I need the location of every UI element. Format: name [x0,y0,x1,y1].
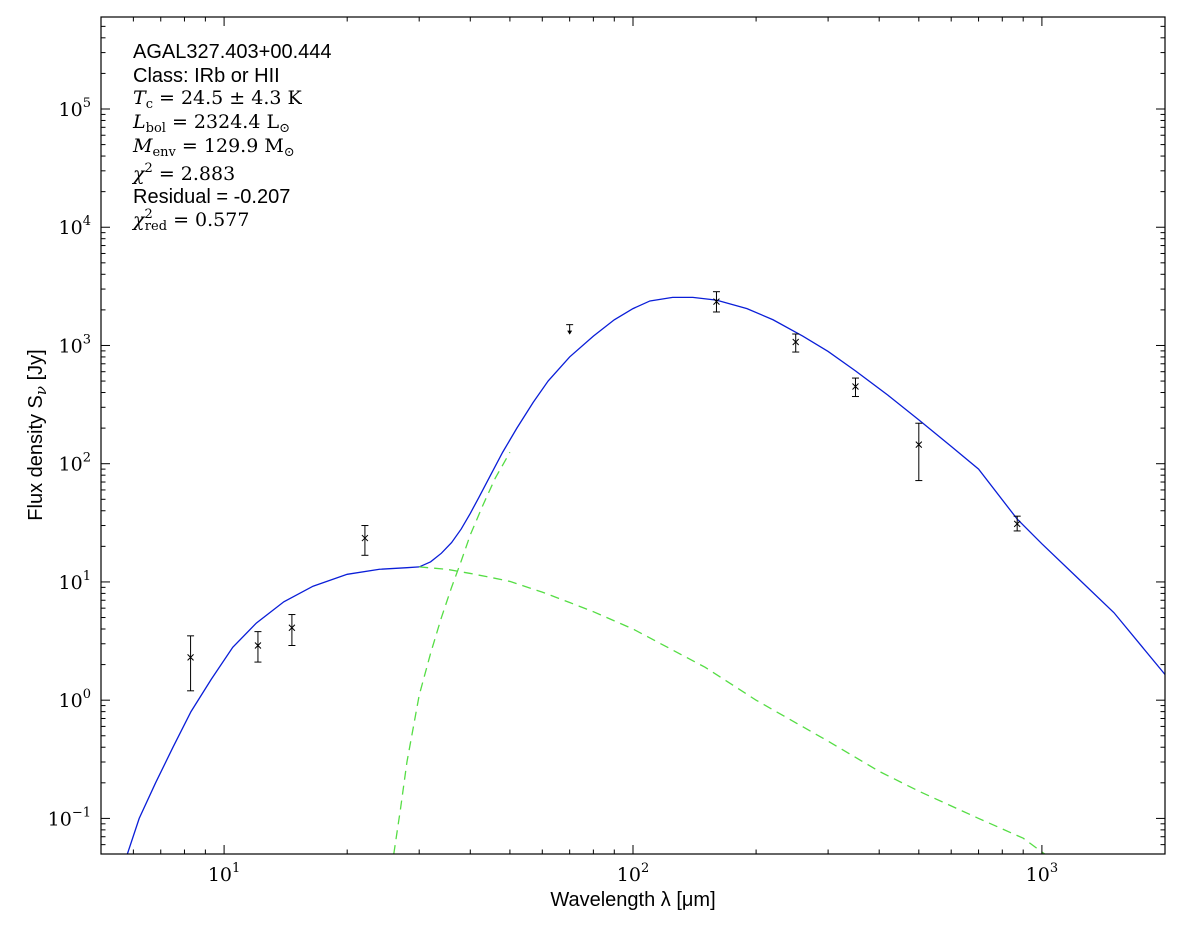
data-point [254,631,262,663]
upper-limit-arrow [567,330,573,335]
lbol-annotation: Lbol = 2324.4 L⊙ [132,111,290,136]
point-marker [254,642,262,649]
upper-limit-point [566,324,574,335]
point-marker [187,654,194,661]
point-marker [288,624,296,632]
ticks-layer [100,16,1166,855]
x-tick-label: 102 [617,861,649,886]
x-axis-label: Wavelength λ [μm] [550,889,715,911]
data-point [361,525,369,556]
total-fit-curve [126,296,1165,854]
point-marker [713,298,720,305]
y-tick-label: 103 [59,332,91,357]
point-marker [915,441,923,448]
chi2red-annotation: χ2 red = 0.577 [131,207,249,234]
tick-labels-layer: 101 102 103 10−1 100 101 102 103 104 105 [48,96,1059,886]
menv-annotation: Menv = 129.9 M⊙ [132,135,295,160]
y-axis-label-group: Flux density Sν [Jy] [25,349,50,520]
tc-annotation: Tc = 24.5 ± 4.3 K [133,87,303,112]
point-marker [792,338,800,346]
y-tick-label: 105 [59,96,91,121]
y-tick-label: 10−1 [48,805,91,830]
component-curve-2 [393,451,511,854]
y-tick-label: 100 [59,687,91,712]
point-marker [852,383,859,390]
component-curve-1 [419,566,1046,854]
annotation-block: AGAL327.403+00.444 Class: IRb or HII Tc … [131,41,332,234]
data-point [1013,515,1021,532]
source-class: Class: IRb or HII [133,65,280,87]
series-layer [126,296,1165,854]
source-name: AGAL327.403+00.444 [133,41,332,63]
point-marker [361,534,369,542]
data-points-layer [187,291,1021,692]
y-tick-label: 102 [59,451,91,476]
data-point [792,333,800,353]
y-axis-label: Flux density Sν [Jy] [25,349,50,520]
x-tick-label: 103 [1026,861,1058,886]
point-marker [1013,520,1021,528]
y-tick-label: 101 [59,569,91,594]
chi2-annotation: χ2 = 2.883 [131,161,235,185]
data-point [915,422,923,482]
y-tick-label: 104 [59,214,91,239]
data-point [851,377,859,398]
data-point [187,635,195,692]
x-tick-label: 101 [208,861,240,886]
data-point [288,614,296,647]
data-point [712,291,720,313]
residual-annotation: Residual = -0.207 [133,186,290,208]
